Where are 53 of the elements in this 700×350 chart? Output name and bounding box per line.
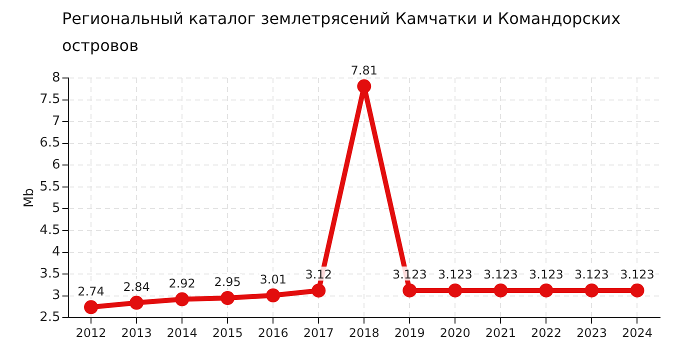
x-tick-label: 2012 — [76, 326, 106, 340]
point — [130, 296, 144, 310]
x-tick-label: 2017 — [303, 326, 334, 340]
data-label: 3.12 — [305, 268, 332, 282]
y-tick-label: 2.5 — [40, 310, 60, 325]
x-tick-label: 2023 — [576, 326, 607, 340]
point — [220, 290, 235, 305]
x-tick-label: 2014 — [166, 326, 198, 340]
data-label: 7.81 — [350, 63, 378, 78]
point — [175, 292, 190, 306]
x-tick-label: 2013 — [121, 326, 152, 340]
data-label: 3.01 — [260, 272, 286, 287]
data-label: 2.95 — [214, 275, 241, 290]
x-tick-label: 2024 — [622, 326, 653, 340]
point — [357, 79, 372, 94]
data-label: 2.84 — [123, 280, 150, 294]
point — [402, 283, 417, 298]
x-tick-label: 2018 — [348, 326, 380, 340]
y-tick-label: 3.5 — [40, 266, 60, 282]
x-tick-label: 2019 — [394, 326, 425, 340]
x-tick-label: 2016 — [258, 326, 288, 340]
data-label: 3.123 — [392, 268, 427, 282]
y-tick-label: 7.5 — [40, 92, 60, 108]
y-tick-label: 7 — [52, 114, 60, 129]
data-label: 3.123 — [438, 268, 472, 282]
data-label: 2.92 — [168, 276, 196, 290]
x-tick-label: 2021 — [485, 326, 516, 340]
y-tick-label: 8 — [52, 70, 60, 86]
data-label: 3.123 — [620, 268, 654, 282]
point — [630, 283, 644, 298]
x-tick-label: 2020 — [440, 326, 470, 340]
chart-title: Региональный каталог землетрясений Камчатки и Командорских островов — [62, 8, 622, 57]
data-label: 3.123 — [574, 268, 609, 282]
point — [539, 283, 554, 298]
y-tick-label: 6.5 — [40, 136, 60, 151]
y-axis-title: Mb — [22, 188, 38, 208]
data-label: 3.123 — [484, 268, 518, 282]
y-tick-label: 4 — [52, 244, 60, 260]
y-tick-label: 3 — [52, 288, 60, 304]
y-tick-label: 6 — [52, 158, 60, 172]
data-label: 2.74 — [78, 284, 104, 298]
y-tick-label: 5 — [52, 201, 60, 216]
point — [584, 283, 599, 298]
y-tick-label: 4.5 — [40, 222, 60, 238]
y-tick-label: 5.5 — [40, 179, 60, 194]
point — [494, 283, 508, 298]
point — [312, 284, 326, 298]
x-tick-label: 2015 — [212, 326, 243, 340]
data-label: 3.123 — [529, 268, 564, 282]
x-tick-label: 2022 — [530, 326, 562, 340]
point — [266, 288, 280, 302]
point — [448, 283, 462, 298]
point — [84, 300, 98, 314]
